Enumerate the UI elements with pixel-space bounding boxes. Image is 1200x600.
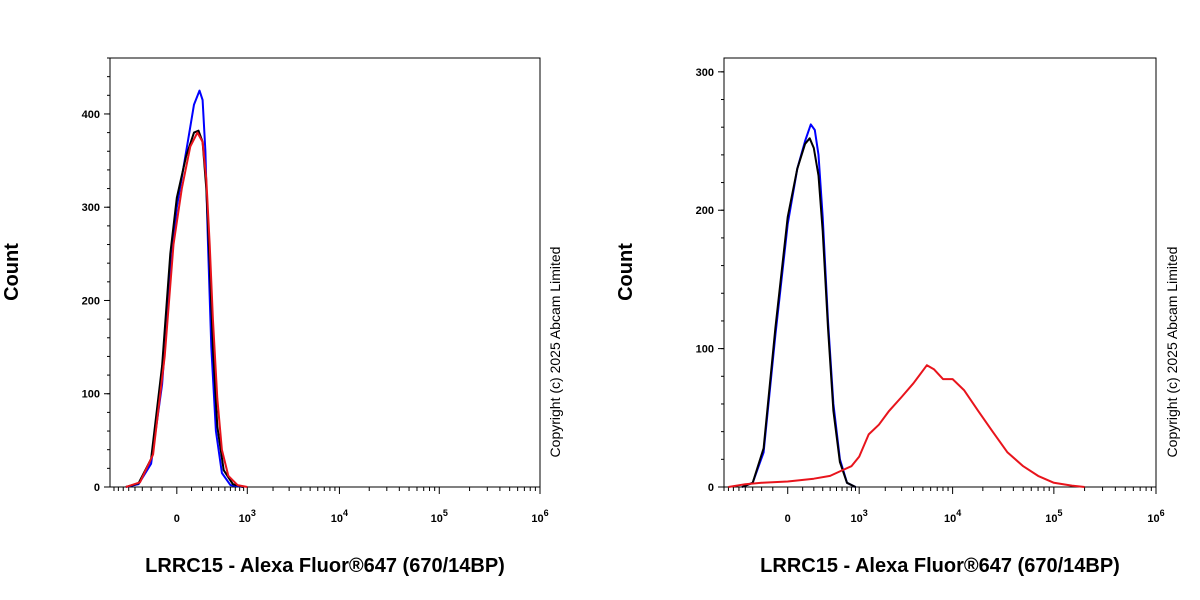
y-tick-label: 400 — [82, 109, 100, 121]
plot-frame — [723, 57, 1157, 488]
chart-panel-1: 0 100 200 300 400 0 103 104 105 106 LRRC15 - Alexa… — [1, 57, 563, 577]
x-tick-label: 106 — [1147, 508, 1164, 525]
chart-panel-2: 0 100 200 300 0 103 104 105 106 LRRC15 - Alexa Fl… — [615, 57, 1180, 577]
y-axis-label: Count — [1, 243, 23, 301]
series-line-1 — [125, 89, 244, 488]
x-tick-label: 0 — [785, 513, 791, 525]
y-tick-label: 0 — [708, 482, 714, 494]
x-tick-label: 105 — [431, 508, 448, 525]
x-tick-label: 104 — [331, 508, 348, 525]
y-tick-label: 200 — [82, 295, 100, 307]
x-tick-label: 0 — [174, 513, 180, 525]
y-tick-label: 200 — [696, 205, 714, 217]
copyright-text: Copyright (c) 2025 Abcam Limited — [1164, 247, 1180, 458]
x-axis-label: LRRC15 - Alexa Fluor®647 (670/14BP) — [760, 555, 1120, 577]
x-tick-label: 105 — [1045, 508, 1062, 525]
y-tick-label: 300 — [696, 67, 714, 79]
series-line-3 — [125, 131, 248, 488]
copyright-text: Copyright (c) 2025 Abcam Limited — [547, 247, 563, 458]
series-line-1 — [741, 123, 856, 488]
y-tick-label: 0 — [94, 482, 100, 494]
x-tick-label: 106 — [531, 508, 548, 525]
y-tick-label: 100 — [82, 389, 100, 401]
x-tick-label: 103 — [239, 508, 256, 525]
plot-frame — [109, 57, 541, 488]
series-line-3 — [728, 364, 1085, 488]
y-tick-label: 100 — [696, 344, 714, 356]
y-tick-label: 300 — [82, 202, 100, 214]
y-axis-label: Count — [615, 243, 637, 301]
x-tick-label: 104 — [944, 508, 961, 525]
series-line-2 — [741, 137, 856, 488]
x-axis-label: LRRC15 - Alexa Fluor®647 (670/14BP) — [145, 555, 505, 577]
x-tick-label: 103 — [851, 508, 868, 525]
series-line-2 — [125, 129, 244, 488]
